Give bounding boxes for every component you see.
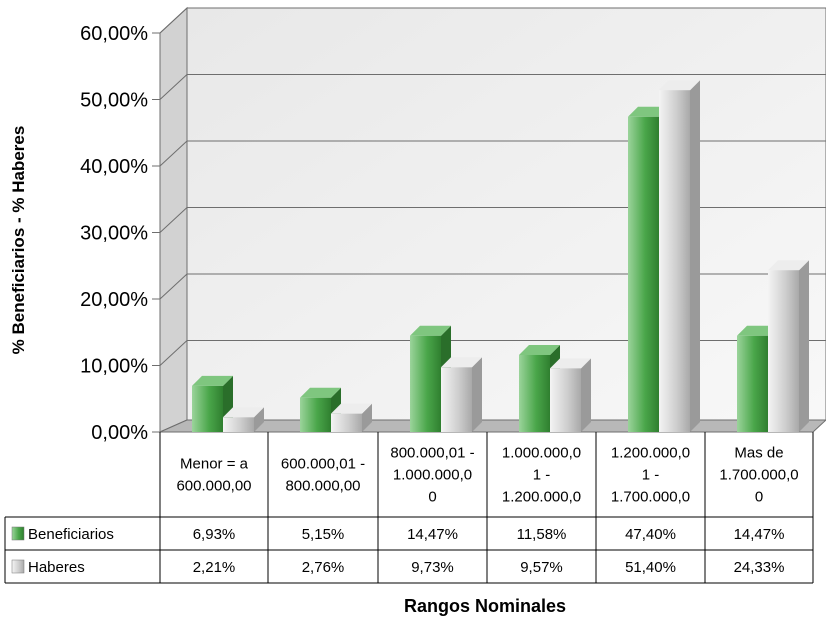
bar-top <box>737 325 778 336</box>
legend-key <box>11 559 25 574</box>
category-label: 1.000.000,0 <box>393 467 472 484</box>
bar-front <box>410 335 441 432</box>
category-label: 1.200.000,0 <box>611 445 690 462</box>
y-tick-label: 10,00% <box>80 356 148 378</box>
bar-side <box>362 403 372 432</box>
bar-side <box>581 358 591 432</box>
bar-top <box>659 80 700 91</box>
bar <box>768 260 809 432</box>
category-label: Menor = a <box>180 456 249 473</box>
bar-front <box>737 335 768 432</box>
grid-lines <box>159 7 826 366</box>
data-label: 9,57% <box>520 559 563 576</box>
bar-side <box>799 260 809 432</box>
legend-label: Beneficiarios <box>28 526 114 543</box>
category-label: 800.000,00 <box>285 478 360 495</box>
gridline-side <box>159 140 188 167</box>
bar <box>659 80 700 432</box>
bar-front <box>768 270 799 432</box>
gridline-side <box>159 273 188 300</box>
data-label: 9,73% <box>411 559 454 576</box>
bar-front <box>550 368 581 432</box>
legend-key <box>11 526 25 541</box>
data-label: 6,93% <box>193 526 236 543</box>
data-label: 2,21% <box>193 559 236 576</box>
category-label: 600.000,00 <box>176 478 251 495</box>
bar-top <box>223 407 264 418</box>
gridline-side <box>159 207 188 233</box>
y-tick-label: 50,00% <box>80 90 148 112</box>
data-label: 2,76% <box>302 559 345 576</box>
bar-front <box>192 385 223 432</box>
category-label: Mas de <box>734 445 783 462</box>
bar-front <box>628 116 659 432</box>
bar-top <box>300 387 341 398</box>
category-label: 1.200.000,0 <box>502 489 581 506</box>
bars <box>192 80 809 432</box>
category-label: 800.000,01 - <box>390 445 474 462</box>
bar-side <box>472 357 482 432</box>
data-label: 5,15% <box>302 526 345 543</box>
category-label: 0 <box>755 489 763 506</box>
category-label: 0 <box>428 489 436 506</box>
bar <box>441 357 482 432</box>
category-label: 1.700.000,0 <box>611 489 690 506</box>
category-label: 1.000.000,0 <box>502 445 581 462</box>
bar-front <box>659 90 690 432</box>
bar-front <box>300 397 331 432</box>
back-wall <box>186 7 826 421</box>
bar-top <box>519 344 560 355</box>
bar <box>331 403 372 432</box>
bar-top <box>550 358 591 369</box>
legend-label: Haberes <box>28 559 85 576</box>
x-axis-title: Rangos Nominales <box>404 596 566 616</box>
bar-top <box>441 357 482 368</box>
data-label: 11,58% <box>517 526 567 543</box>
y-tick-label: 60,00% <box>80 23 148 45</box>
bar-side <box>690 80 700 432</box>
bar-side <box>254 407 264 432</box>
data-label: 51,40% <box>625 559 676 576</box>
bar-top <box>410 325 451 336</box>
category-label: 1 - <box>642 467 660 484</box>
bar-top <box>628 106 669 117</box>
y-tick-label: 20,00% <box>80 289 148 311</box>
bar <box>223 407 264 432</box>
bar-front <box>331 413 362 432</box>
data-label: 14,47% <box>407 526 458 543</box>
gridline-side <box>159 340 188 366</box>
bar-front <box>519 354 550 432</box>
data-label: 14,47% <box>734 526 785 543</box>
bar <box>550 358 591 432</box>
category-label: 1.700.000,0 <box>719 467 798 484</box>
bar-top <box>331 403 372 414</box>
gridline-side <box>159 7 188 34</box>
data-label: 47,40% <box>625 526 676 543</box>
data-label: 24,33% <box>734 559 785 576</box>
bar-front <box>441 367 472 432</box>
bar-front <box>223 417 254 432</box>
category-label: 1 - <box>533 467 551 484</box>
y-axis-title: % Beneficiarios - % Haberes <box>9 126 28 355</box>
gridline-side <box>159 74 188 100</box>
data-table: Menor = a 600.000,00 600.000,01 - 800.000,0… <box>4 432 814 584</box>
bar-top <box>768 260 809 271</box>
category-label: 600.000,01 - <box>281 456 365 473</box>
y-tick-label: 0,00% <box>91 422 148 444</box>
y-tick-label: 40,00% <box>80 156 148 178</box>
y-axis: 0,00% 10,00% 20,00% 30,00% 40,00% 50,00% 60,00… <box>80 23 161 444</box>
y-tick-label: 30,00% <box>80 223 148 245</box>
bar-top <box>192 375 233 386</box>
